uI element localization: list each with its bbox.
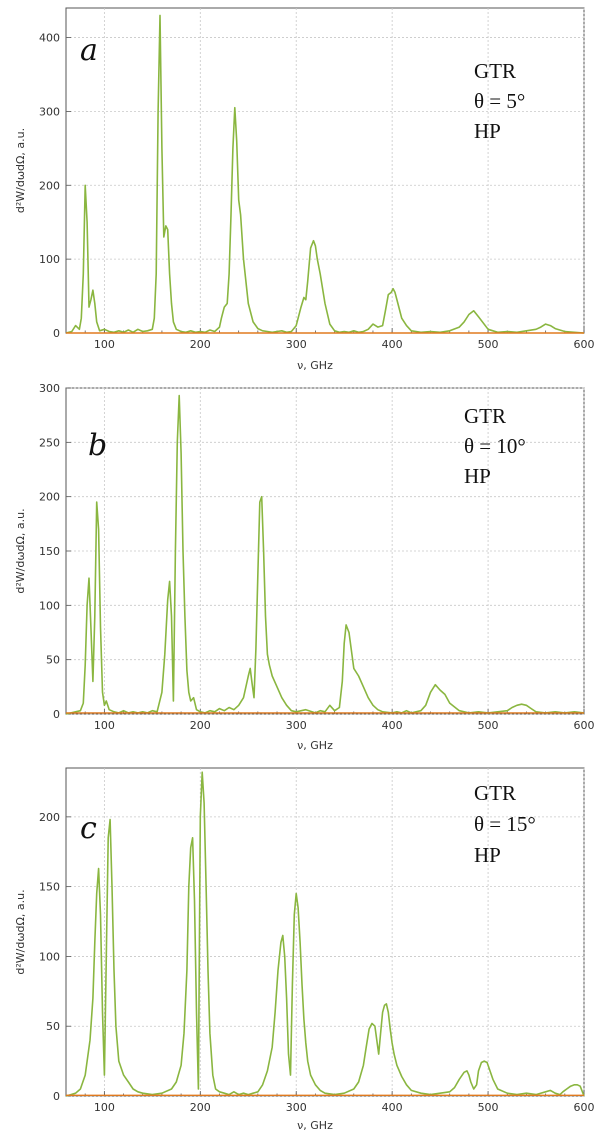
x-tick-label: 100 bbox=[94, 719, 115, 732]
x-axis-label: ν, GHz bbox=[297, 1119, 333, 1132]
y-tick-label: 100 bbox=[39, 253, 60, 266]
x-tick-label: 200 bbox=[190, 1101, 211, 1114]
chart-panel-a: 100 200 300 400 500 600 0 100 200 300 400 ν, GHz d²W… bbox=[14, 7, 595, 372]
plot-frame bbox=[65, 7, 585, 334]
series-line-spectrum bbox=[65, 771, 585, 1097]
annotation-line: HP bbox=[474, 119, 501, 143]
x-tick-label: 300 bbox=[286, 338, 307, 351]
y-tick-label: 300 bbox=[39, 105, 60, 118]
y-tick-label: 150 bbox=[39, 881, 60, 894]
series-line-spectrum bbox=[65, 394, 585, 715]
x-tick-label: 100 bbox=[94, 1101, 115, 1114]
y-tick-label: 250 bbox=[39, 436, 60, 449]
annotation-line: GTR bbox=[474, 781, 516, 805]
x-tick-label: 200 bbox=[190, 719, 211, 732]
x-tick-label: 600 bbox=[574, 1101, 595, 1114]
x-tick-label: 600 bbox=[574, 719, 595, 732]
y-tick-label: 50 bbox=[46, 1020, 60, 1033]
x-tick-label: 500 bbox=[478, 719, 499, 732]
panel-letter: a bbox=[80, 33, 98, 68]
y-axis-label: d²W/dωdΩ, a.u. bbox=[14, 889, 27, 974]
annotation-line: θ = 5° bbox=[474, 89, 525, 113]
x-axis-label: ν, GHz bbox=[297, 359, 333, 372]
annotation-line: GTR bbox=[474, 59, 516, 83]
y-tick-label: 200 bbox=[39, 179, 60, 192]
y-tick-label: 100 bbox=[39, 599, 60, 612]
annotation-line: θ = 15° bbox=[474, 812, 536, 836]
y-axis-label: d²W/dωdΩ, a.u. bbox=[14, 128, 27, 213]
panel-letter: c bbox=[80, 811, 97, 846]
y-tick-label: 0 bbox=[53, 708, 60, 721]
annotation-line: HP bbox=[474, 843, 501, 867]
annotation-line: HP bbox=[464, 464, 491, 488]
chart-panel-b: 100 200 300 400 500 600 0 50 100 150 200 250 300 ν, G… bbox=[14, 382, 595, 752]
x-tick-label: 400 bbox=[382, 1101, 403, 1114]
annotation-line: GTR bbox=[464, 404, 506, 428]
y-tick-label: 100 bbox=[39, 950, 60, 963]
annotation-line: θ = 10° bbox=[464, 434, 526, 458]
panel-letter: b bbox=[88, 428, 107, 463]
chart-panel-c: 100 200 300 400 500 600 0 50 100 150 200 ν, GHz d²W/… bbox=[14, 767, 595, 1132]
y-tick-label: 200 bbox=[39, 811, 60, 824]
y-tick-label: 0 bbox=[53, 1090, 60, 1103]
y-tick-label: 400 bbox=[39, 32, 60, 45]
x-tick-label: 300 bbox=[286, 719, 307, 732]
x-tick-label: 400 bbox=[382, 338, 403, 351]
y-tick-label: 300 bbox=[39, 382, 60, 395]
x-tick-label: 600 bbox=[574, 338, 595, 351]
x-tick-label: 500 bbox=[478, 338, 499, 351]
x-tick-label: 500 bbox=[478, 1101, 499, 1114]
y-axis-label: d²W/dωdΩ, a.u. bbox=[14, 508, 27, 593]
x-tick-label: 100 bbox=[94, 338, 115, 351]
y-tick-label: 50 bbox=[46, 654, 60, 667]
x-axis-label: ν, GHz bbox=[297, 739, 333, 752]
plot-frame bbox=[65, 767, 585, 1097]
plot-frame bbox=[65, 387, 585, 715]
y-tick-label: 0 bbox=[53, 327, 60, 340]
y-tick-label: 200 bbox=[39, 491, 60, 504]
x-tick-label: 400 bbox=[382, 719, 403, 732]
x-tick-label: 200 bbox=[190, 338, 211, 351]
y-tick-label: 150 bbox=[39, 545, 60, 558]
x-tick-label: 300 bbox=[286, 1101, 307, 1114]
